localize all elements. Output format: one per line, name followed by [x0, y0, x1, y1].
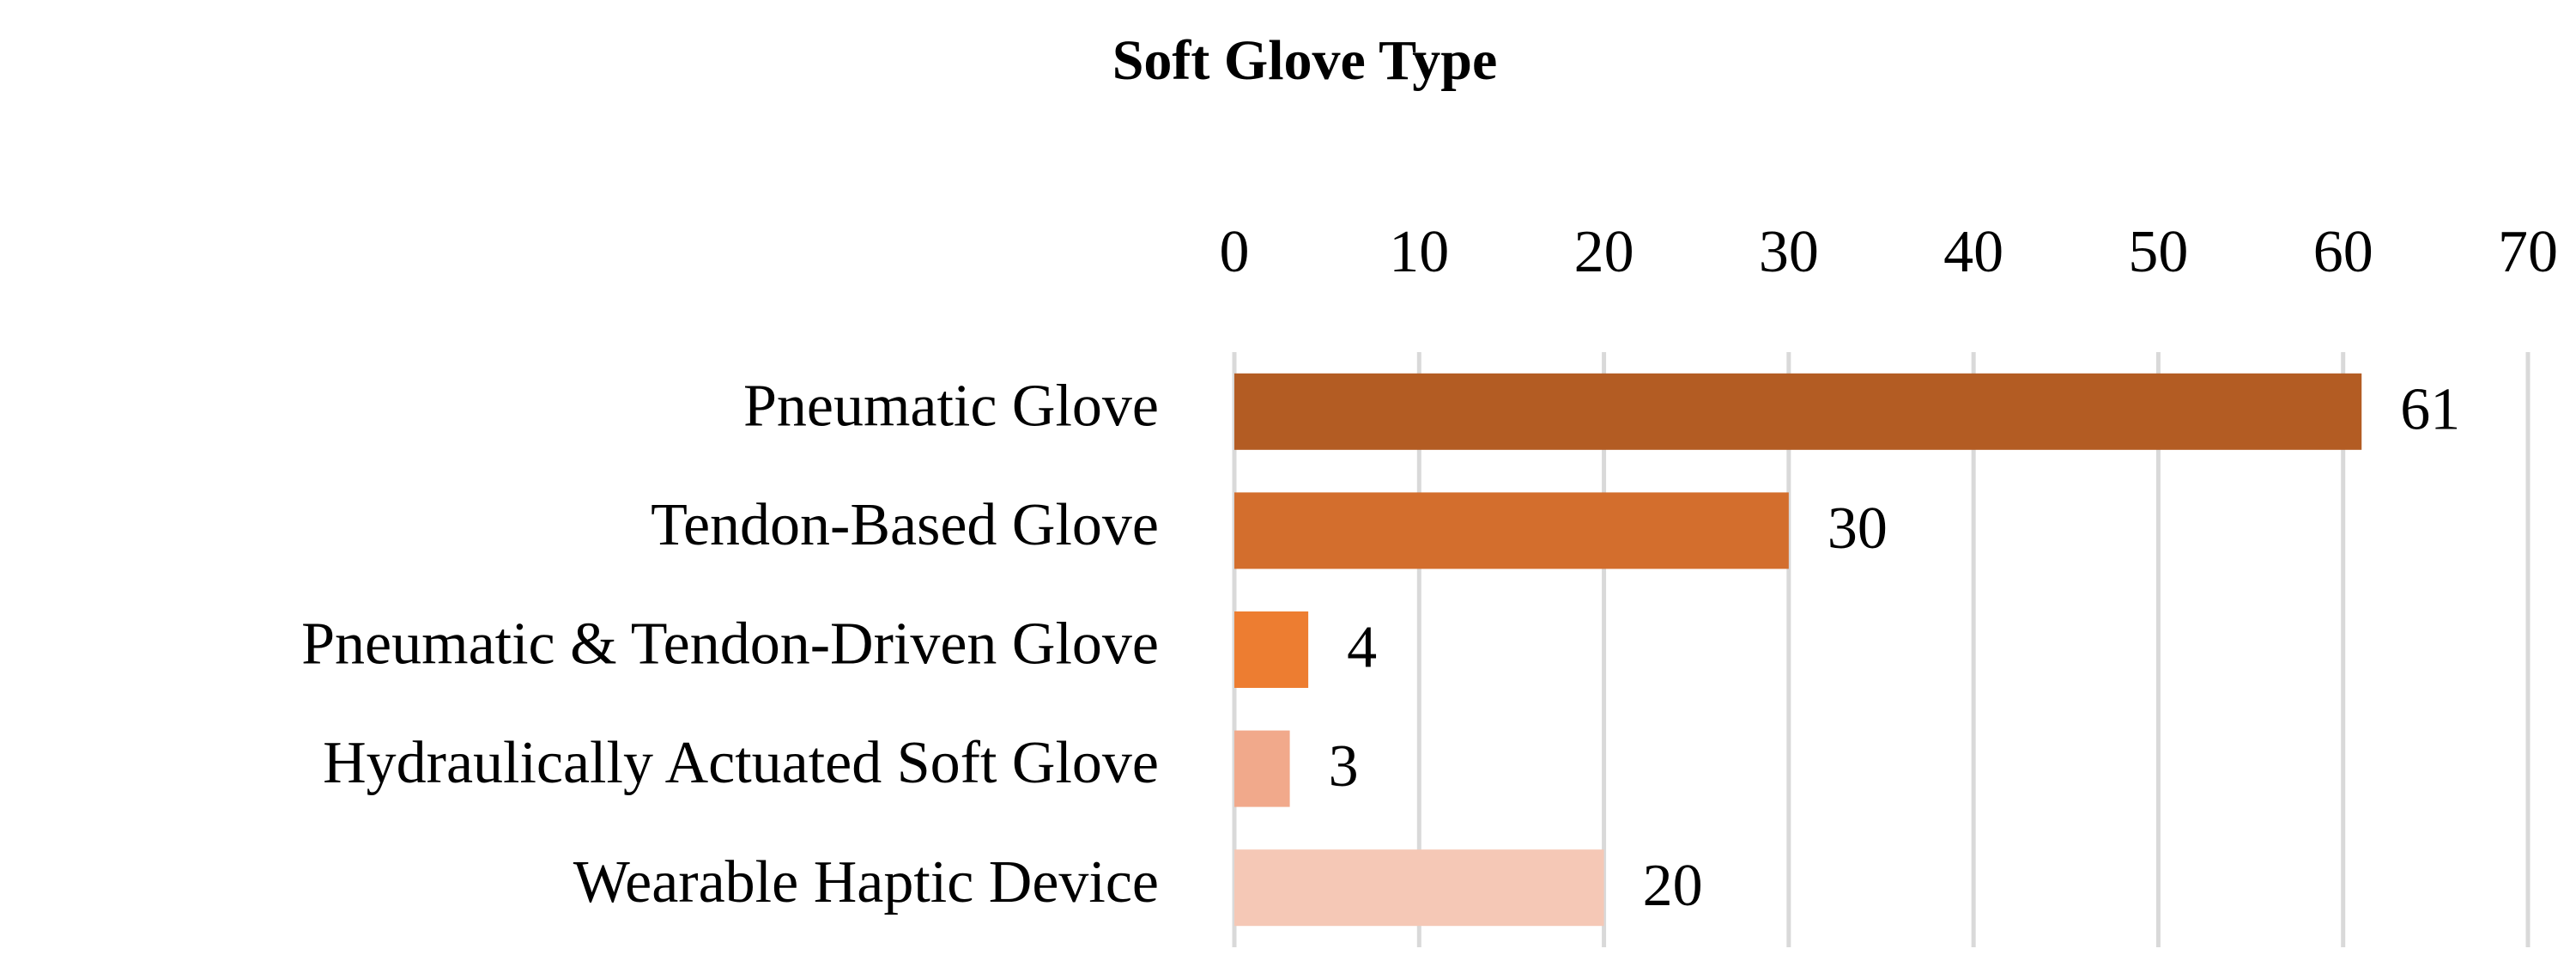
- bar: [1234, 849, 1604, 927]
- x-tick-label: 70: [2498, 219, 2558, 285]
- x-tick-label: 0: [1220, 219, 1250, 285]
- bar: [1234, 492, 1789, 569]
- x-tick-label: 30: [1759, 219, 1819, 285]
- y-tick-label: Pneumatic Glove: [743, 373, 1159, 439]
- bar: [1234, 611, 1309, 688]
- x-tick-label: 60: [2313, 219, 2373, 285]
- data-label: 4: [1347, 615, 1377, 681]
- y-tick-label: Wearable Haptic Device: [573, 849, 1159, 915]
- data-label: 61: [2400, 376, 2460, 442]
- y-tick-label: Tendon-Based Glove: [651, 492, 1159, 558]
- data-label: 3: [1329, 733, 1359, 800]
- x-tick-label: 20: [1574, 219, 1634, 285]
- y-tick-label: Pneumatic & Tendon-Driven Glove: [301, 611, 1159, 678]
- data-label: 30: [1827, 496, 1888, 562]
- y-tick-label: Hydraulically Actuated Soft Glove: [323, 730, 1159, 796]
- bar: [1234, 730, 1290, 807]
- x-tick-label: 50: [2128, 219, 2188, 285]
- bar: [1234, 373, 2362, 450]
- chart-title: Soft Glove Type: [1112, 29, 1498, 92]
- data-label: 20: [1643, 853, 1703, 919]
- x-tick-label: 40: [1943, 219, 2003, 285]
- x-tick-label: 10: [1389, 219, 1449, 285]
